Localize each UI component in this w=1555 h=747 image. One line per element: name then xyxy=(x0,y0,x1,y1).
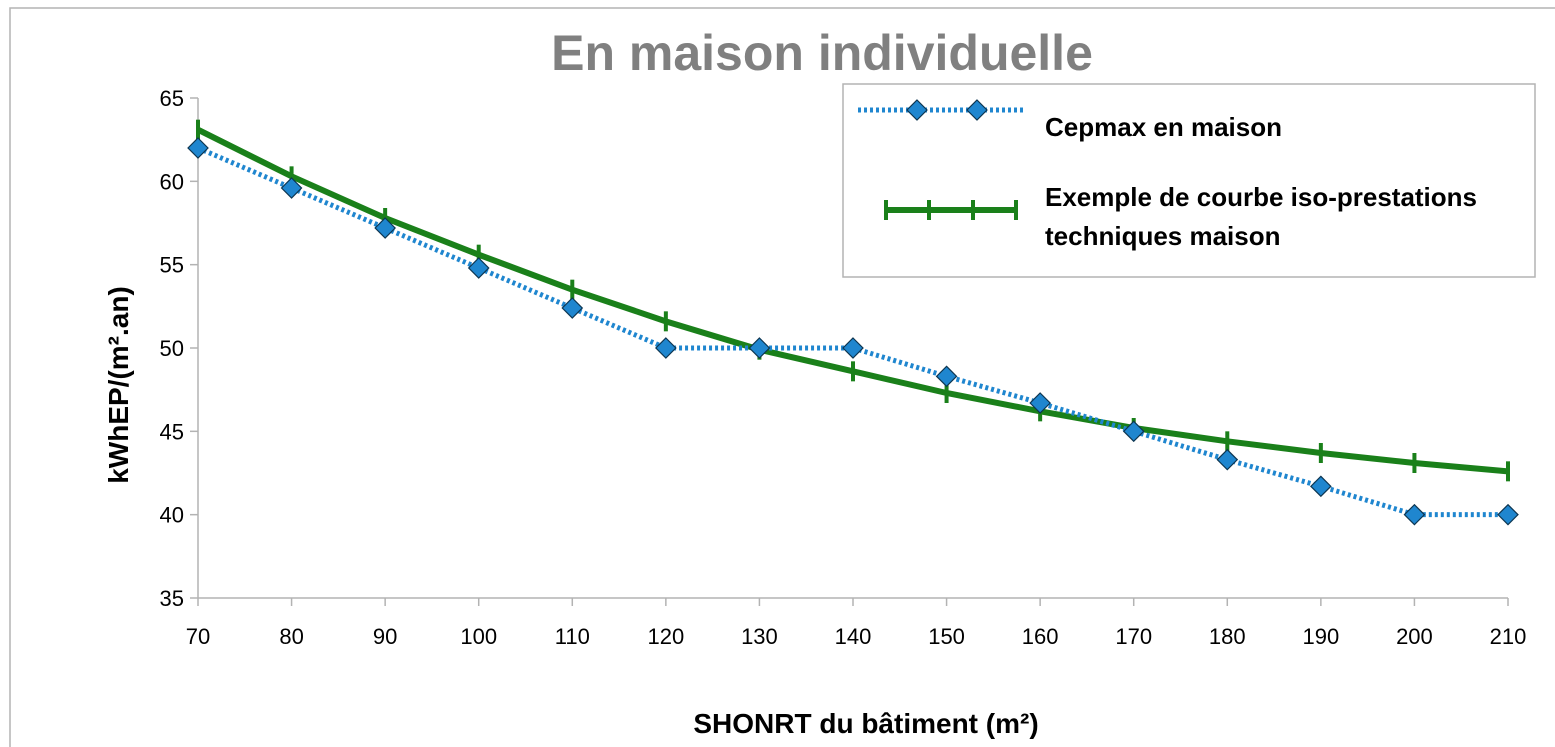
legend-box xyxy=(842,83,1536,278)
data-point xyxy=(1122,420,1145,443)
x-tick-label: 200 xyxy=(1396,624,1433,649)
x-tick-label: 110 xyxy=(555,624,590,649)
data-point xyxy=(1403,503,1426,526)
data-point xyxy=(467,257,490,279)
data-point xyxy=(187,137,209,159)
y-tick-label: 50 xyxy=(160,336,184,361)
x-tick-label: 90 xyxy=(373,624,397,649)
y-tick-label: 55 xyxy=(160,253,184,278)
data-point xyxy=(655,337,677,359)
x-tick-label: 130 xyxy=(741,624,778,649)
x-tick-label: 120 xyxy=(647,624,684,649)
data-point xyxy=(1497,503,1519,526)
data-point xyxy=(1310,475,1332,498)
x-tick-label: 190 xyxy=(1302,624,1339,649)
data-point xyxy=(1029,392,1051,414)
y-tick-label: 60 xyxy=(160,169,184,194)
y-tick-label: 40 xyxy=(160,503,184,528)
y-tick-label: 65 xyxy=(160,86,184,111)
x-tick-label: 100 xyxy=(460,624,497,649)
data-point xyxy=(748,337,771,359)
data-point xyxy=(280,177,303,199)
x-tick-label: 70 xyxy=(186,624,210,649)
data-point xyxy=(842,337,864,359)
x-tick-label: 180 xyxy=(1209,624,1246,649)
y-tick-label: 45 xyxy=(160,419,184,444)
x-tick-label: 150 xyxy=(928,624,965,649)
legend-label: Exemple de courbe iso-prestations techni… xyxy=(1045,182,1478,251)
legend-marker xyxy=(906,99,928,121)
x-tick-label: 80 xyxy=(279,624,303,649)
x-tick-label: 160 xyxy=(1022,624,1059,649)
legend-marker xyxy=(966,99,988,121)
x-tick-label: 170 xyxy=(1115,624,1152,649)
y-axis-label: kWhEP/(m².an) xyxy=(103,286,134,484)
x-tick-label: 210 xyxy=(1490,624,1527,649)
data-point xyxy=(1216,448,1239,471)
data-point xyxy=(561,297,584,319)
data-point xyxy=(374,217,396,239)
chart-title: En maison individuelle xyxy=(551,25,1093,81)
x-tick-label: 140 xyxy=(835,624,872,649)
x-axis-label: SHONRT du bâtiment (m²) xyxy=(693,708,1038,739)
y-tick-label: 35 xyxy=(160,586,184,611)
legend-label: Cepmax en maison xyxy=(1045,112,1282,142)
data-point xyxy=(935,365,958,388)
